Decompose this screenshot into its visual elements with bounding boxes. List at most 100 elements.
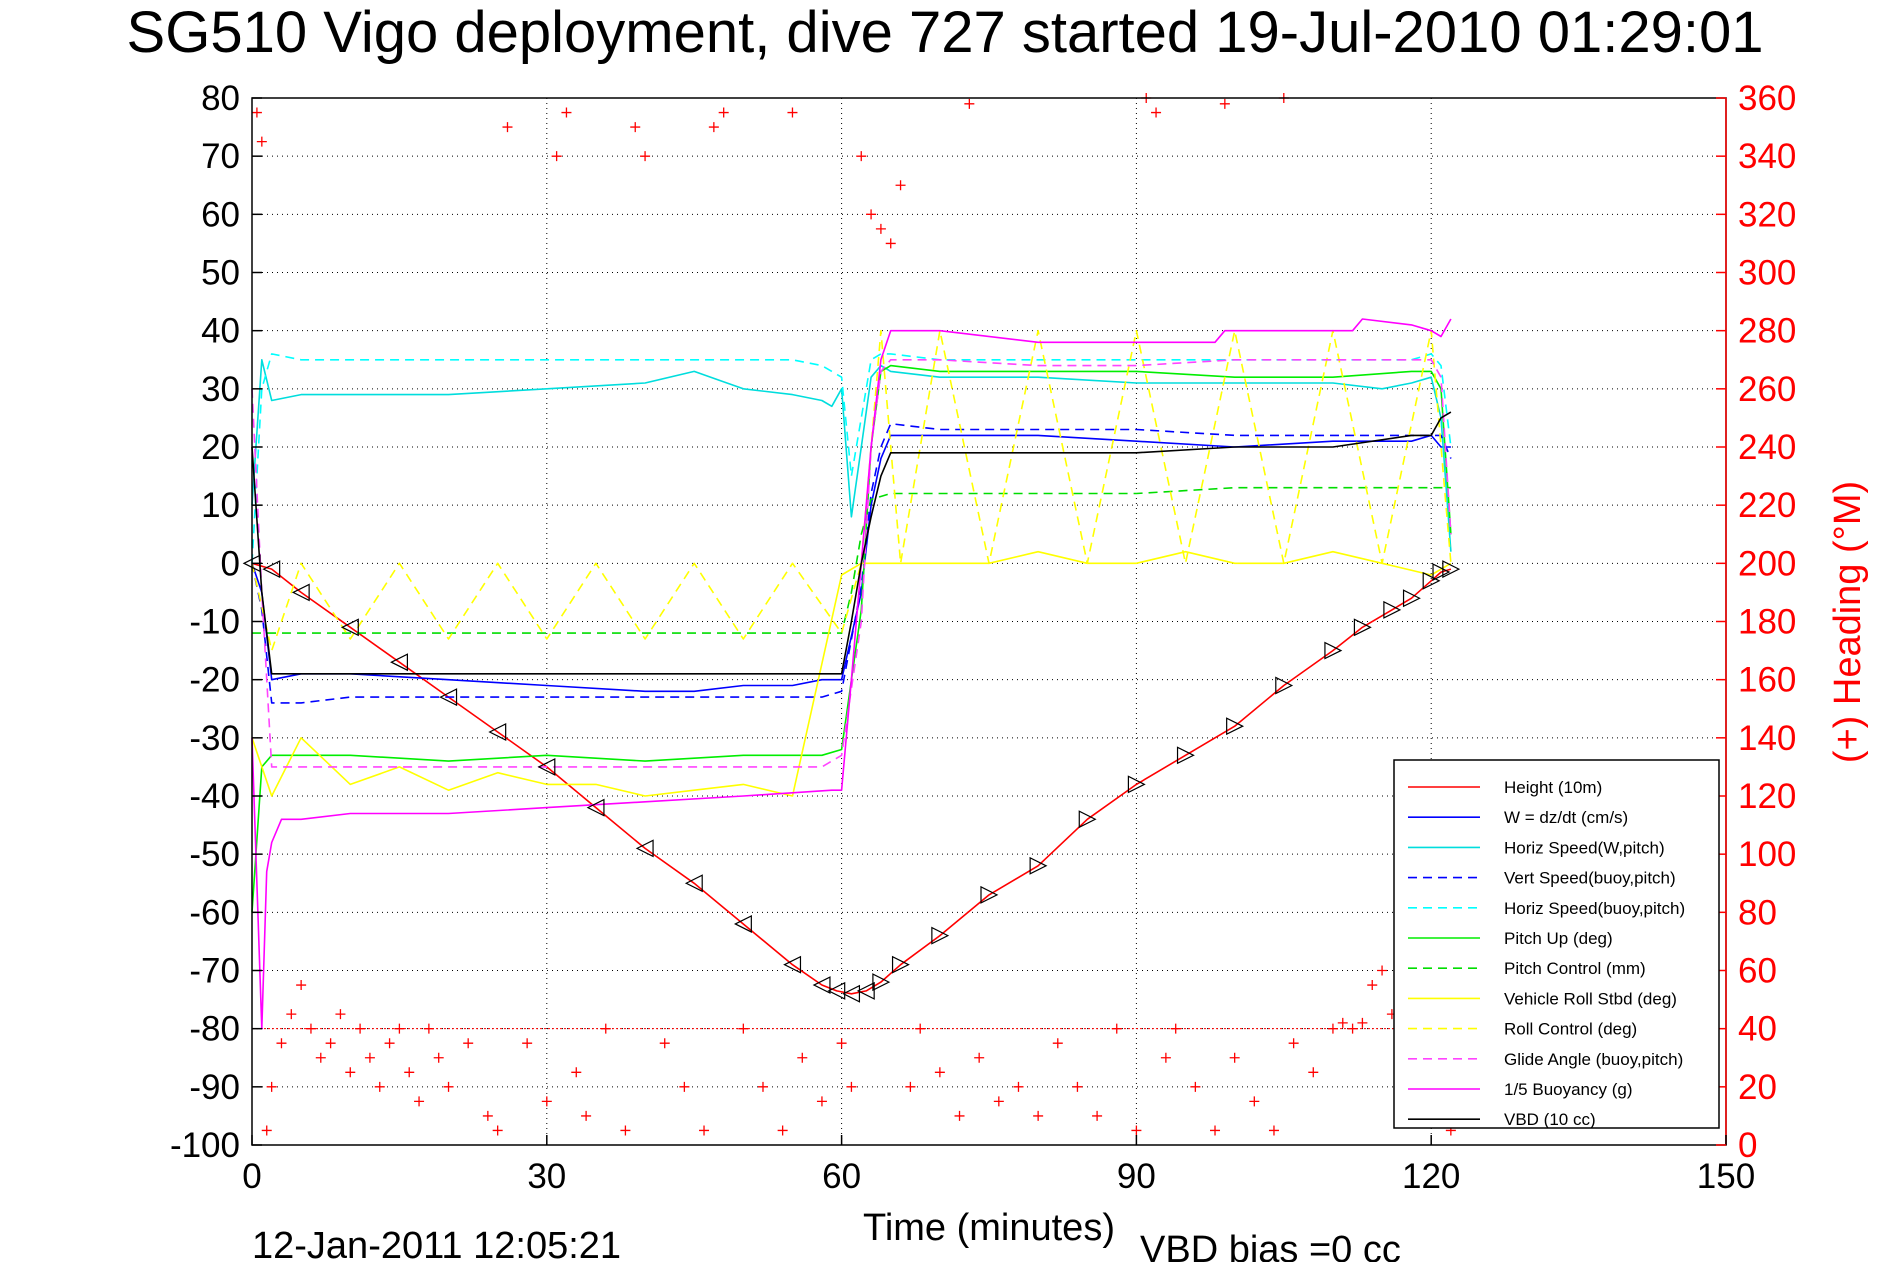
heading-point bbox=[335, 1009, 346, 1020]
height-marker bbox=[1324, 641, 1343, 660]
right-tick-label: 80 bbox=[1738, 893, 1777, 932]
heading-point bbox=[492, 1125, 503, 1136]
legend-label: Pitch Up (deg) bbox=[1504, 929, 1613, 948]
y-axis-ticks: 80 70 60 50 40 30 20 10 0 -10 -20 -30 -40 -50 -60 -70 -8… bbox=[170, 79, 262, 1165]
series-line-11 bbox=[251, 411, 1452, 675]
heading-point bbox=[1072, 1081, 1083, 1092]
height-marker bbox=[1078, 810, 1097, 829]
legend-label: W = dz/dt (cm/s) bbox=[1504, 808, 1628, 827]
height-marker bbox=[684, 874, 703, 893]
heading-point bbox=[443, 1081, 454, 1092]
height-marker bbox=[1383, 600, 1402, 619]
heading-point bbox=[993, 1096, 1004, 1107]
height-marker bbox=[1353, 618, 1372, 637]
heading-point bbox=[1131, 1125, 1142, 1136]
heading-point bbox=[1229, 1052, 1240, 1063]
heading-point bbox=[836, 1038, 847, 1049]
heading-point bbox=[659, 1038, 670, 1049]
heading-point bbox=[866, 209, 877, 220]
height-markers bbox=[242, 554, 1461, 1003]
series-lines bbox=[251, 318, 1452, 1030]
height-marker bbox=[1176, 746, 1195, 765]
right-tick-label: 320 bbox=[1738, 195, 1796, 234]
series-line-6 bbox=[252, 486, 1451, 634]
height-marker bbox=[872, 973, 891, 992]
heading-point bbox=[934, 1067, 945, 1078]
height-marker bbox=[1226, 717, 1245, 736]
heading-point bbox=[482, 1110, 493, 1121]
heading-point bbox=[964, 98, 975, 109]
legend-label: Horiz Speed(W,pitch) bbox=[1504, 838, 1665, 857]
footer-vbd-bias: VBD bias =0 cc bbox=[1140, 1229, 1401, 1262]
chart-title: SG510 Vigo deployment, dive 727 started … bbox=[127, 0, 1764, 65]
right-tick-label: 20 bbox=[1738, 1068, 1777, 1107]
right-tick-label: 120 bbox=[1738, 777, 1796, 816]
legend: Height (10m) W = dz/dt (cm/s) Horiz Speed(… bbox=[1393, 759, 1720, 1129]
footer-timestamp: 12-Jan-2011 12:05:21 bbox=[252, 1225, 621, 1262]
y-tick-label: -40 bbox=[189, 777, 240, 816]
right-tick-label: 260 bbox=[1738, 370, 1796, 409]
legend-label: VBD (10 cc) bbox=[1504, 1110, 1596, 1129]
heading-point bbox=[1367, 980, 1378, 991]
legend-label: Vehicle Roll Stbd (deg) bbox=[1504, 989, 1677, 1008]
legend-label: Roll Control (deg) bbox=[1504, 1020, 1637, 1039]
right-tick-label: 280 bbox=[1738, 312, 1796, 351]
heading-point bbox=[885, 238, 896, 249]
heading-point bbox=[757, 1081, 768, 1092]
height-marker bbox=[980, 885, 999, 904]
heading-point bbox=[856, 151, 867, 162]
height-marker bbox=[488, 723, 507, 741]
heading-point bbox=[1190, 1081, 1201, 1092]
height-marker bbox=[827, 981, 846, 1000]
legend-label: Glide Angle (buoy,pitch) bbox=[1504, 1050, 1683, 1069]
heading-point bbox=[251, 107, 262, 118]
heading-point bbox=[1308, 1067, 1319, 1078]
heading-point bbox=[875, 223, 886, 234]
x-axis-ticks: 0 30 60 90 120 150 bbox=[242, 1135, 1755, 1196]
heading-point bbox=[581, 1110, 592, 1121]
heading-point bbox=[1092, 1110, 1103, 1121]
x-tick-label: 90 bbox=[1117, 1157, 1156, 1196]
x-tick-label: 0 bbox=[242, 1157, 261, 1196]
y-tick-label: 10 bbox=[201, 486, 240, 525]
height-marker bbox=[1127, 775, 1146, 794]
legend-label: 1/5 Buoyancy (g) bbox=[1504, 1080, 1633, 1099]
heading-point bbox=[620, 1125, 631, 1136]
height-marker bbox=[842, 984, 861, 1003]
y-tick-label: 20 bbox=[201, 428, 240, 467]
heading-point bbox=[974, 1052, 985, 1063]
heading-point bbox=[1160, 1052, 1171, 1063]
right-tick-label: 360 bbox=[1738, 79, 1796, 118]
heading-point bbox=[846, 1081, 857, 1092]
y-tick-label: -70 bbox=[189, 952, 240, 991]
heading-point bbox=[787, 107, 798, 118]
right-tick-label: 140 bbox=[1738, 719, 1796, 758]
heading-point bbox=[797, 1052, 808, 1063]
heading-point bbox=[954, 1110, 965, 1121]
right-tick-label: 200 bbox=[1738, 544, 1796, 583]
legend-label: Height (10m) bbox=[1504, 778, 1602, 797]
heading-point bbox=[502, 122, 513, 133]
y-tick-label: -10 bbox=[189, 603, 240, 642]
heading-point bbox=[261, 1125, 272, 1136]
heading-point bbox=[777, 1125, 788, 1136]
height-marker bbox=[931, 926, 950, 945]
heading-point bbox=[1219, 98, 1230, 109]
heading-point bbox=[345, 1067, 356, 1078]
series-line-2 bbox=[251, 358, 1452, 552]
heading-point bbox=[551, 151, 562, 162]
heading-point bbox=[522, 1038, 533, 1049]
x-tick-label: 30 bbox=[527, 1157, 566, 1196]
height-marker bbox=[812, 976, 831, 995]
right-tick-label: 40 bbox=[1738, 1010, 1777, 1049]
legend-label: Vert Speed(buoy,pitch) bbox=[1504, 869, 1676, 888]
right-tick-label: 220 bbox=[1738, 486, 1796, 525]
height-marker bbox=[586, 798, 605, 817]
height-marker bbox=[856, 981, 875, 1000]
heading-point bbox=[325, 1038, 336, 1049]
heading-point bbox=[679, 1081, 690, 1092]
x-tick-label: 150 bbox=[1697, 1157, 1755, 1196]
heading-point bbox=[1268, 1125, 1279, 1136]
heading-point bbox=[1249, 1096, 1260, 1107]
height-marker bbox=[1432, 563, 1451, 582]
